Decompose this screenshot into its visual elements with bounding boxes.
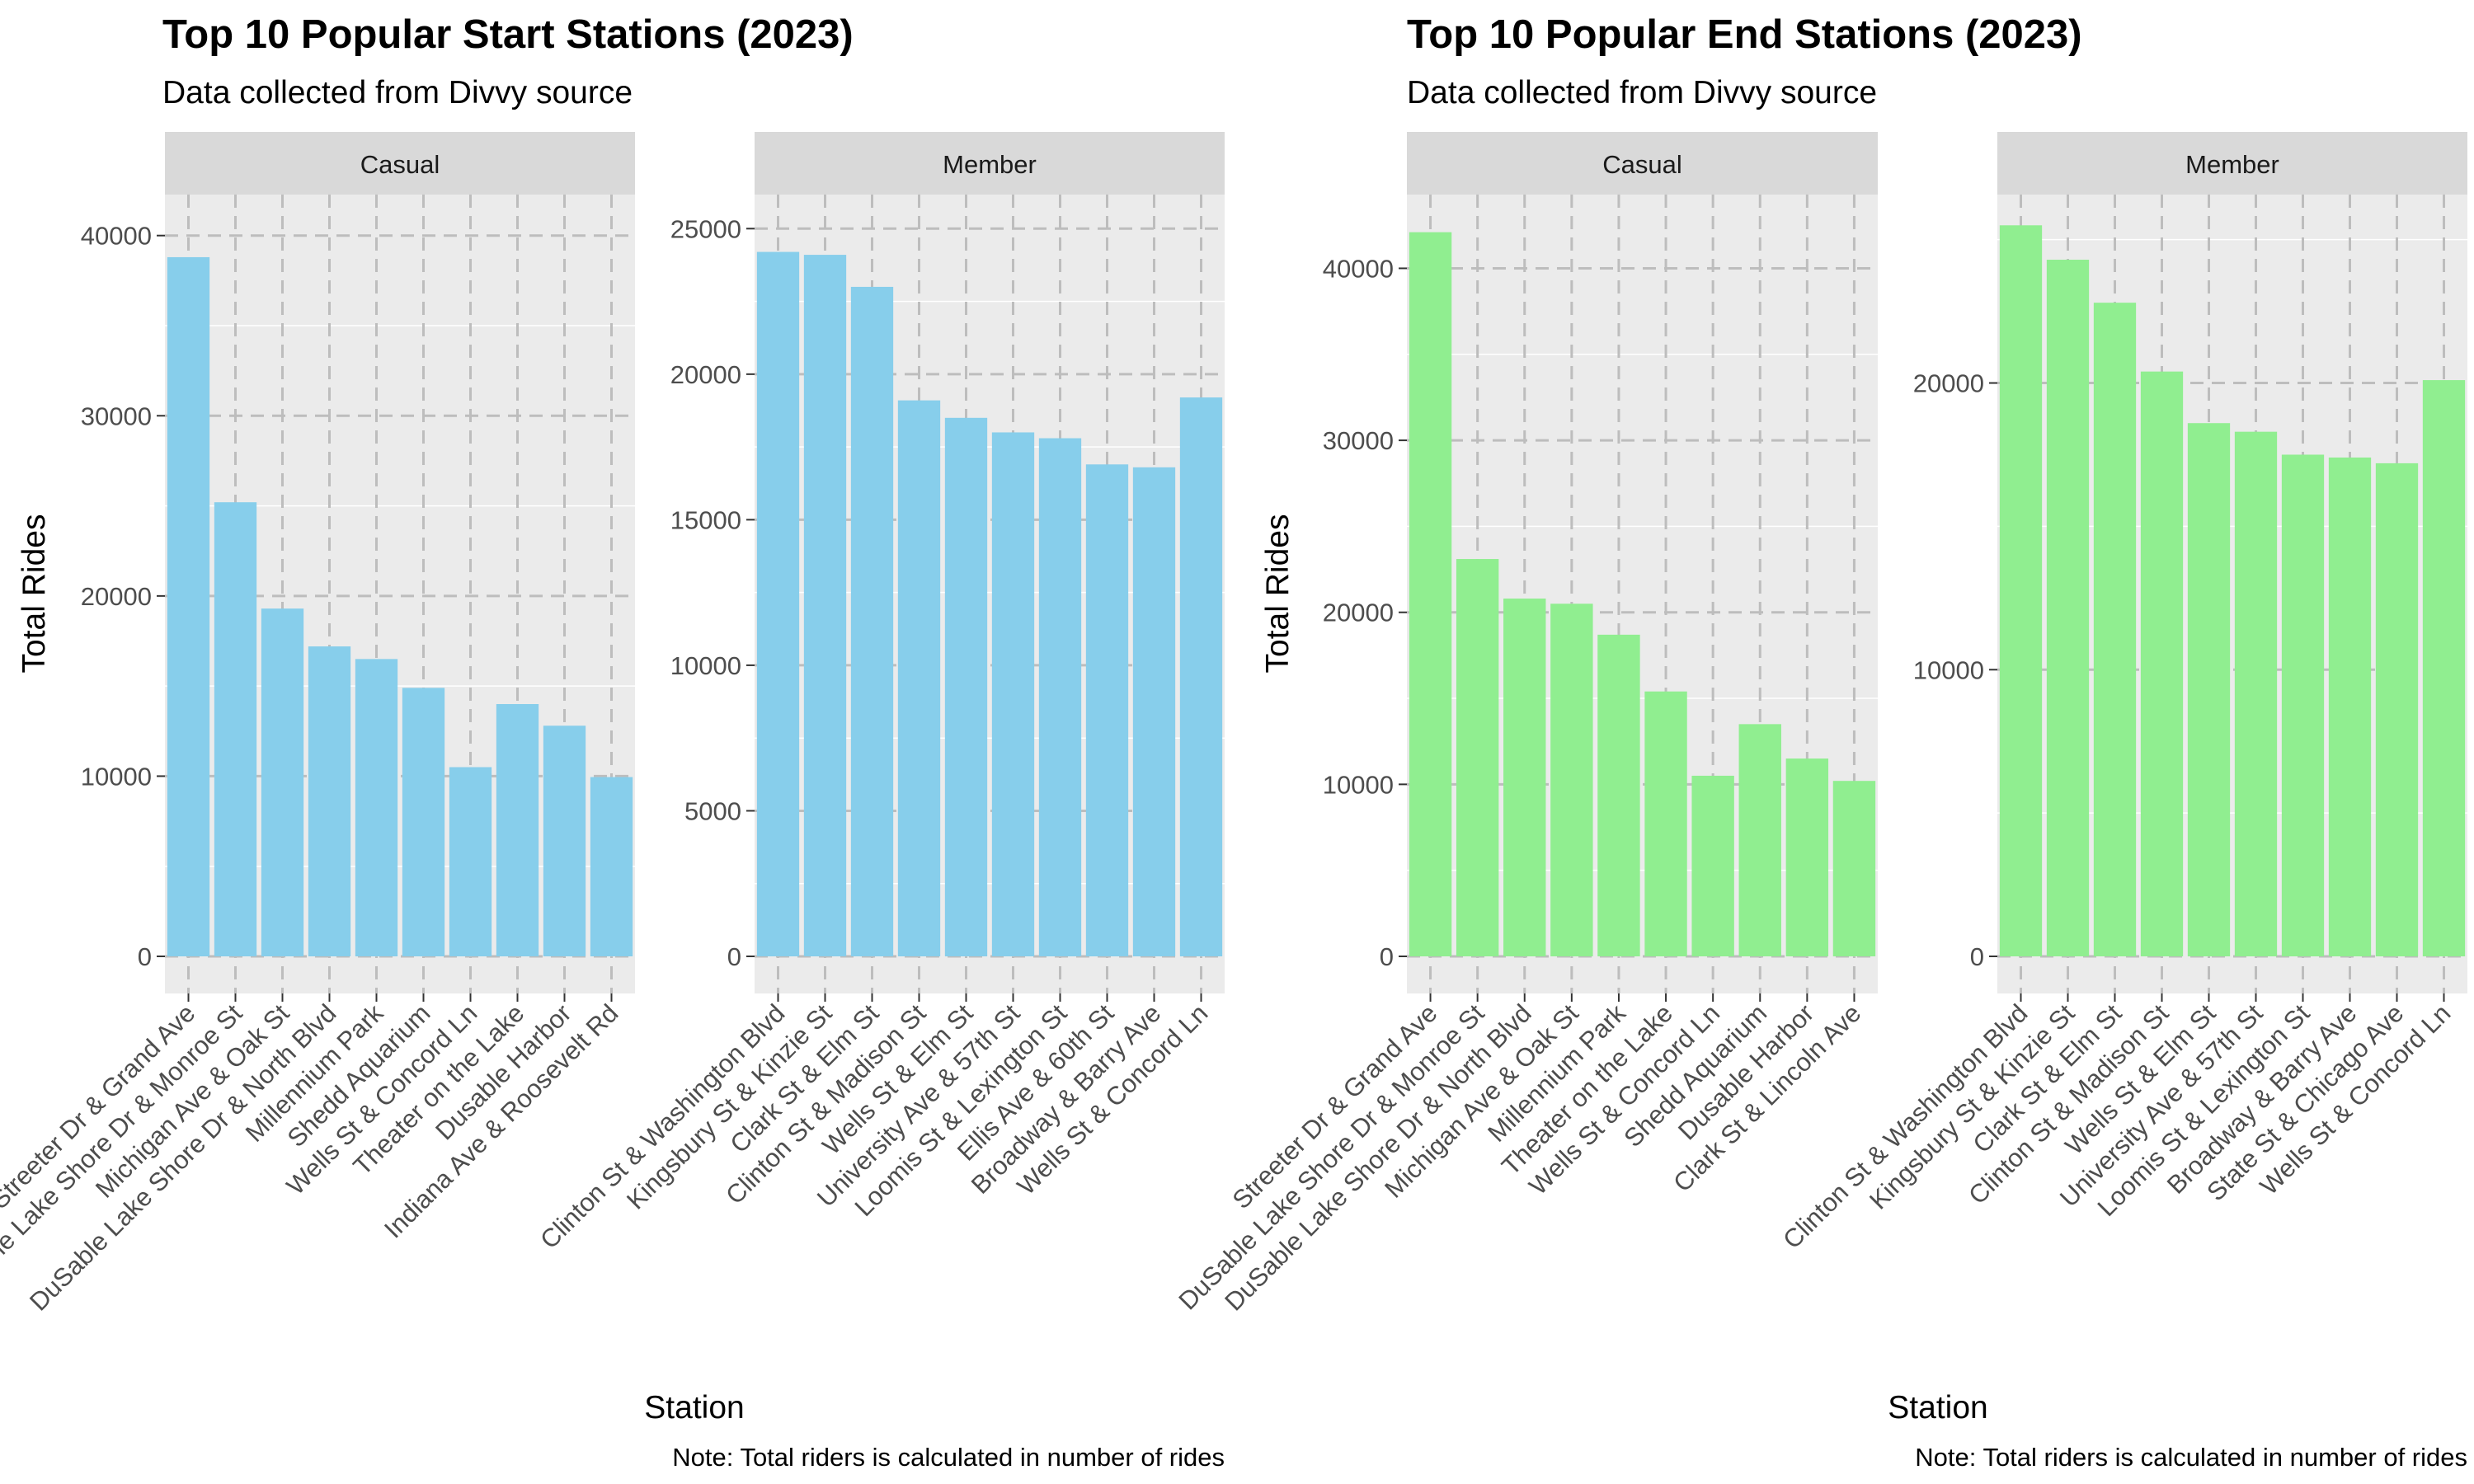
bar-8 (2328, 457, 2372, 956)
bar-9 (1132, 467, 1176, 956)
y-tick-label: 40000 (1323, 254, 1394, 283)
bar-3 (850, 286, 894, 956)
x-axis-label: Station (644, 1390, 744, 1425)
y-tick-label: 10000 (1323, 770, 1394, 799)
bar-10 (590, 777, 633, 956)
chart-subtitle: Data collected from Divvy source (1407, 75, 1877, 110)
facet-strip (755, 132, 1225, 195)
y-tick-label: 0 (1970, 942, 1984, 971)
bar-2 (2046, 260, 2090, 957)
y-tick-label: 20000 (1913, 369, 1984, 398)
bar-1 (756, 251, 800, 956)
bar-7 (449, 767, 492, 956)
bar-5 (944, 417, 988, 956)
bar-7 (1691, 775, 1734, 956)
chart-caption: Note: Total riders is calculated in numb… (1915, 1443, 2467, 1472)
facet-label: Member (943, 150, 1037, 179)
bar-7 (2281, 454, 2325, 956)
bar-9 (2375, 463, 2419, 956)
bar-6 (402, 688, 445, 956)
y-tick-label: 40000 (81, 222, 152, 251)
bar-2 (214, 502, 257, 956)
bar-8 (1085, 464, 1129, 956)
bar-5 (355, 659, 398, 956)
y-tick-label: 15000 (670, 505, 741, 534)
y-tick-label: 5000 (684, 796, 741, 825)
bar-4 (897, 400, 941, 957)
chart-1: Top 10 Popular Start Stations (2023) Data… (0, 12, 1225, 1472)
bar-8 (1738, 724, 1781, 956)
bar-1 (1999, 225, 2043, 957)
bar-10 (1832, 781, 1876, 956)
chart-caption: Note: Total riders is calculated in numb… (672, 1443, 1225, 1472)
bar-3 (1503, 599, 1546, 956)
bar-6 (1644, 691, 1687, 956)
facet-strip (1407, 132, 1878, 195)
x-tick-label: Michigan Ave & Oak St (90, 998, 295, 1204)
y-axis-label: Total Rides (1260, 514, 1296, 674)
chart-title: Top 10 Popular Start Stations (2023) (162, 12, 854, 57)
bar-9 (1785, 758, 1829, 956)
bar-7 (1038, 438, 1082, 956)
y-tick-label: 0 (138, 942, 152, 971)
bar-4 (1550, 603, 1593, 956)
y-tick-label: 30000 (1323, 426, 1394, 455)
y-tick-label: 20000 (81, 582, 152, 611)
chart-subtitle: Data collected from Divvy source (162, 75, 633, 110)
chart-title: Top 10 Popular End Stations (2023) (1407, 12, 2082, 57)
y-tick-label: 0 (727, 942, 741, 971)
y-tick-label: 30000 (81, 402, 152, 430)
y-tick-label: 10000 (81, 762, 152, 791)
facet-label: Member (2185, 150, 2279, 179)
bar-10 (2422, 380, 2466, 956)
bar-1 (167, 256, 210, 956)
y-axis-label: Total Rides (16, 514, 52, 674)
bar-5 (1597, 634, 1640, 956)
y-tick-label: 10000 (670, 651, 741, 680)
bar-9 (543, 726, 586, 956)
bar-2 (1456, 559, 1499, 956)
bar-10 (1179, 397, 1223, 957)
y-tick-label: 25000 (670, 214, 741, 243)
y-tick-label: 10000 (1913, 655, 1984, 684)
bar-4 (2140, 371, 2184, 956)
y-tick-label: 0 (1380, 942, 1394, 971)
facet-strip (165, 132, 635, 195)
facet-label: Casual (1602, 150, 1682, 179)
bar-6 (991, 432, 1035, 956)
bar-4 (308, 646, 351, 956)
y-tick-label: 20000 (1323, 599, 1394, 627)
bar-1 (1409, 232, 1452, 957)
facet-label: Casual (360, 150, 440, 179)
bar-3 (261, 608, 304, 956)
bar-5 (2187, 423, 2231, 956)
x-axis-label: Station (1888, 1390, 1987, 1425)
chart-2: Top 10 Popular End Stations (2023) Data c… (1173, 12, 2467, 1472)
y-tick-label: 20000 (670, 360, 741, 389)
bar-3 (2093, 303, 2137, 956)
bar-2 (803, 255, 847, 957)
bar-8 (496, 704, 539, 956)
bar-6 (2234, 431, 2278, 956)
facet-strip (1997, 132, 2467, 195)
